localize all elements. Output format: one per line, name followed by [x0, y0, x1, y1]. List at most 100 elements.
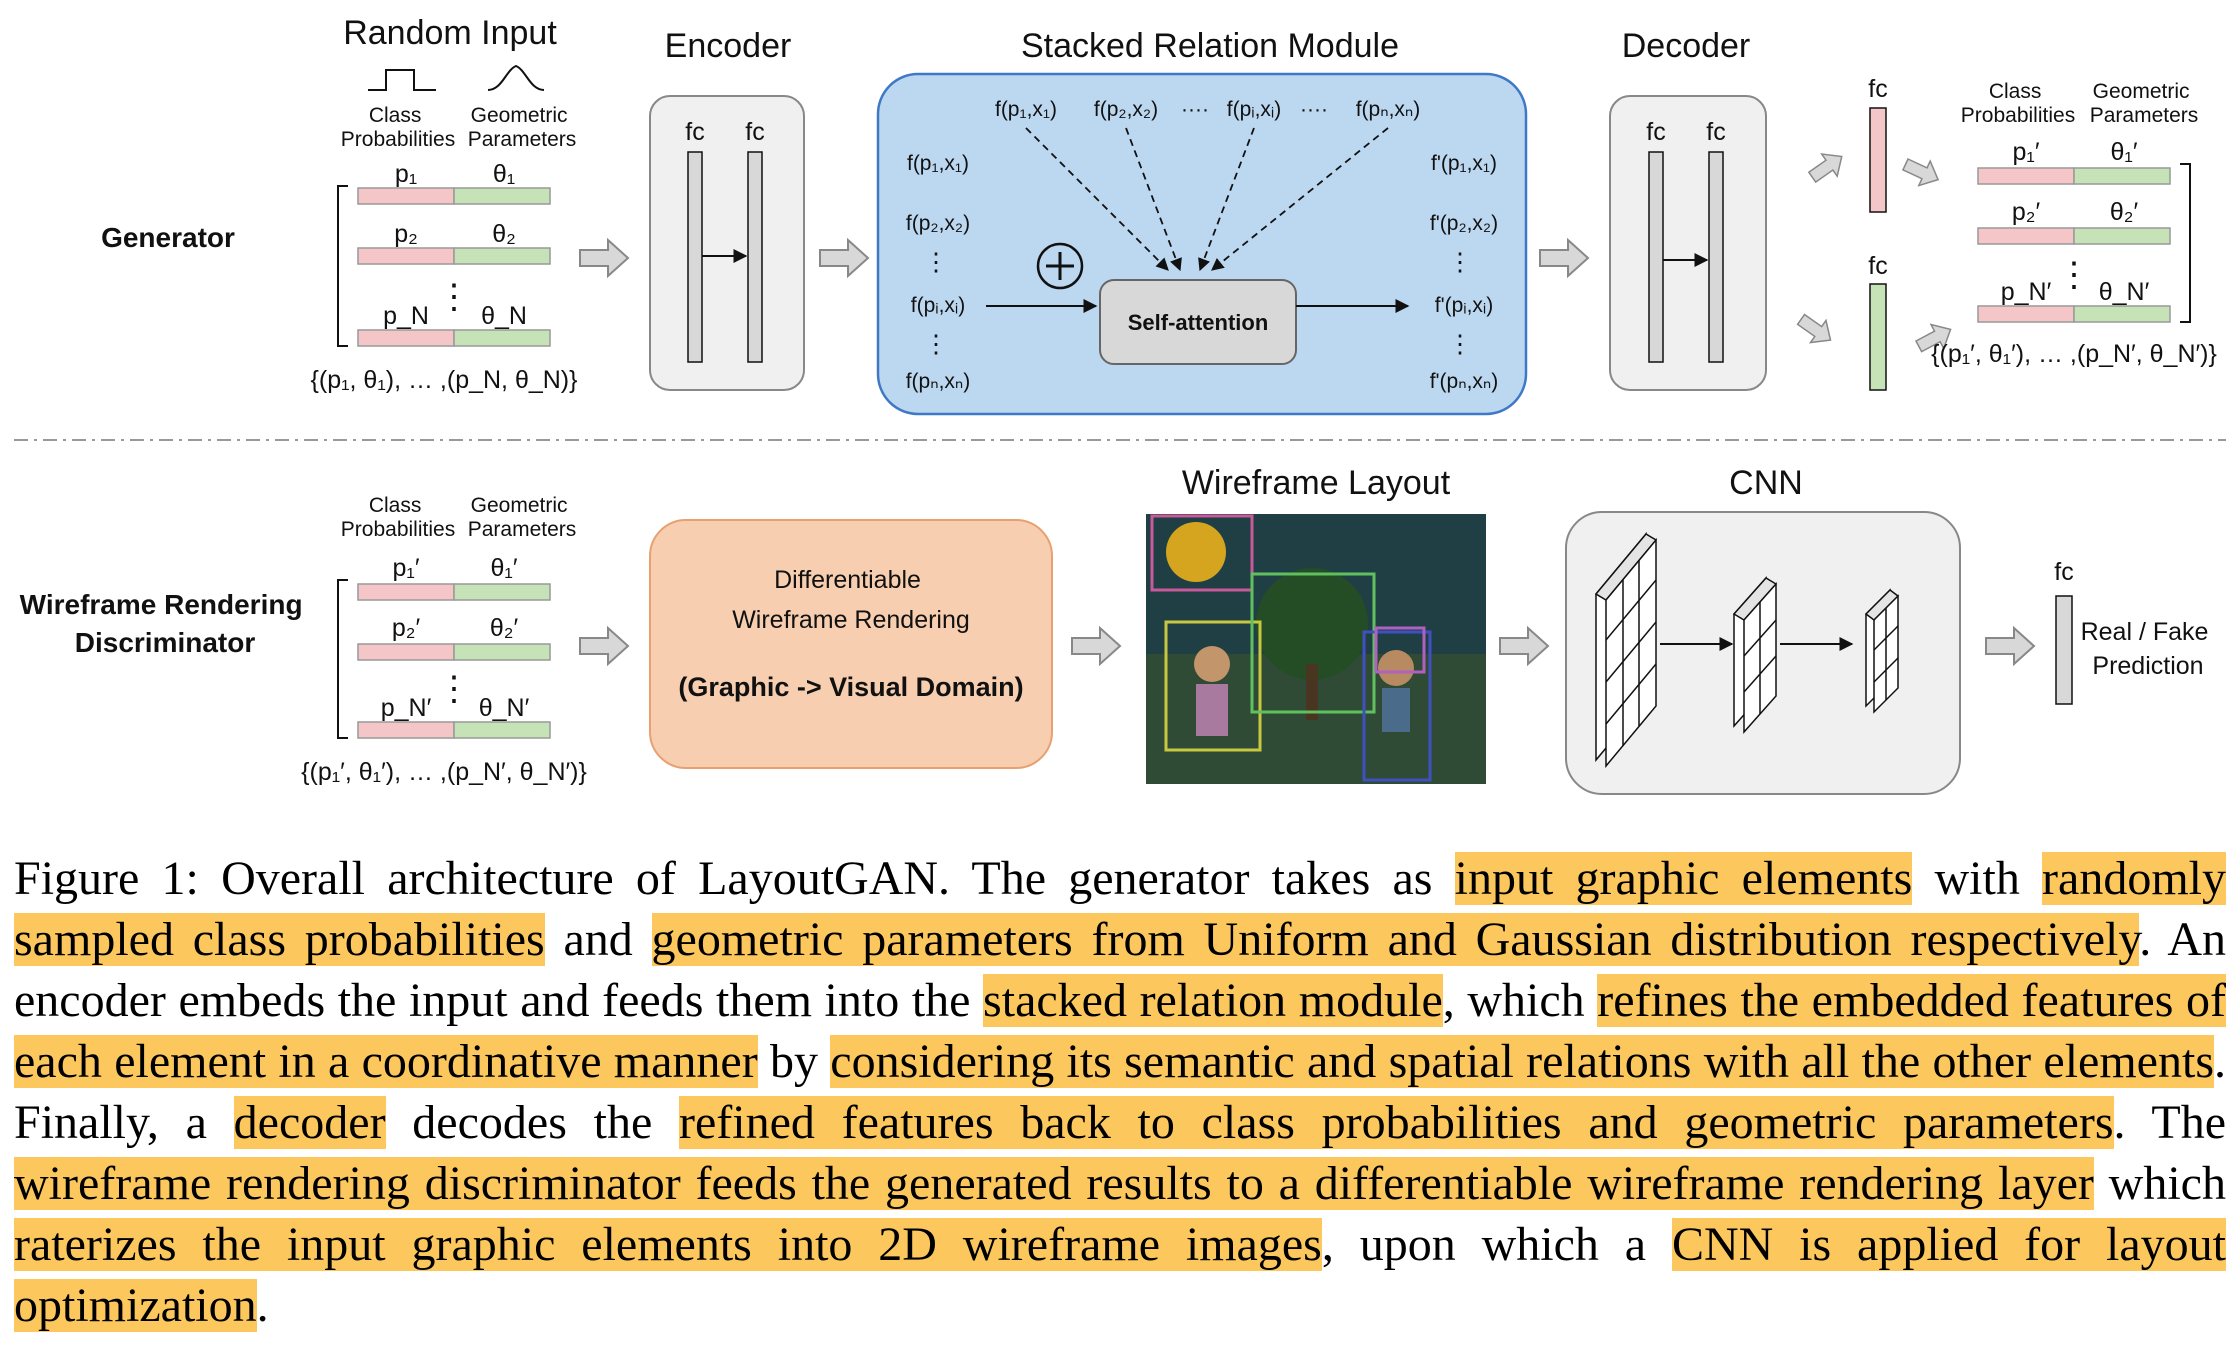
decoder-title: Decoder	[1622, 27, 1751, 65]
encoder-box	[649, 95, 805, 391]
cnn-feature-map	[1594, 531, 1658, 769]
flow-arrow-icon	[1499, 627, 1549, 665]
discriminator-input-set-label: {(p₁′, θ₁′), … ,(p_N′, θ_N′)}	[301, 758, 587, 786]
caption-highlight: stacked relation module	[983, 974, 1443, 1027]
svg-text:θ_N′: θ_N′	[479, 694, 530, 722]
generator-input-row: p₂ θ₂	[357, 220, 551, 265]
generator-input-bracket	[337, 185, 348, 347]
residual-add-icon	[1036, 242, 1084, 290]
self-attention-box	[1099, 279, 1297, 365]
wireframe-layout-image	[1146, 514, 1486, 784]
fc-layer	[687, 151, 703, 363]
fc-label: fc	[1706, 118, 1725, 146]
fc-label: fc	[745, 118, 764, 146]
discriminator-input-row: p₂′ θ₂′	[357, 614, 551, 661]
svg-text:f(pᵢ,xᵢ): f(pᵢ,xᵢ)	[911, 294, 965, 317]
cnn-feature-map	[1732, 576, 1778, 734]
caption-highlight: geometric parameters from Uniform and Ga…	[651, 913, 2140, 966]
fc-label: fc	[2054, 558, 2073, 586]
class-probabilities-label: Class Probabilities	[1961, 80, 2075, 127]
svg-text:⋮: ⋮	[924, 248, 949, 276]
generator-input-set-label: {(p₁, θ₁), … ,(p_N, θ_N)}	[311, 366, 578, 394]
svg-text:····: ····	[1181, 98, 1209, 121]
svg-text:f(pₙ,xₙ): f(pₙ,xₙ)	[1356, 98, 1421, 121]
split-arrow-down-icon	[1792, 307, 1840, 352]
srm-top-inputs: f(p₁,x₁) f(p₂,x₂) ···· f(pᵢ,xᵢ) ···· f(p…	[995, 98, 1420, 121]
caption-highlight: input graphic elements	[1454, 852, 1913, 905]
domain-transfer-label: (Graphic -> Visual Domain)	[678, 672, 1023, 702]
generator-output-set-label: {(p₁′, θ₁′), … ,(p_N′, θ_N′)}	[1931, 340, 2217, 368]
svg-text:θ_N: θ_N	[481, 302, 527, 330]
geometric-parameters-label: Geometric Parameters	[2090, 80, 2199, 127]
generator-input-row: p₁ θ₁	[357, 160, 551, 205]
generator-output-row: p_N′ θ_N′	[1977, 278, 2171, 323]
architecture-diagram: Generator Random Input Class Probabiliti…	[14, 14, 2226, 795]
flow-arrow-icon	[579, 627, 629, 665]
wireframe-rendering-label: Differentiable Wireframe Rendering	[732, 566, 970, 634]
svg-text:f'(p₁,x₁): f'(p₁,x₁)	[1431, 152, 1497, 175]
caption-text: . An encoder embeds the input and feeds …	[14, 913, 2226, 1027]
svg-text:⋮: ⋮	[924, 330, 949, 358]
geometric-parameters-label: Geometric Parameters	[468, 494, 577, 541]
svg-text:f(pᵢ,xᵢ): f(pᵢ,xᵢ)	[1227, 98, 1281, 121]
caption-text: .	[256, 1279, 269, 1332]
caption-highlight: refined features back to class probabili…	[678, 1096, 2114, 1149]
svg-text:f(p₂,x₂): f(p₂,x₂)	[906, 212, 970, 235]
svg-text:p₂: p₂	[394, 220, 418, 248]
svg-text:p₂′: p₂′	[2012, 198, 2041, 226]
wireframe-layout-title: Wireframe Layout	[1182, 464, 1451, 502]
geometric-fc-layer	[1869, 283, 1887, 391]
generator-output-bracket	[2180, 163, 2191, 323]
wireframe-rendering-box	[649, 519, 1053, 769]
svg-text:f(p₁,x₁): f(p₁,x₁)	[907, 152, 969, 175]
attention-edges	[1025, 127, 1389, 272]
discriminator-input-bracket	[337, 579, 348, 739]
fc-layer	[2055, 595, 2073, 705]
flow-arrow-icon	[1071, 627, 1121, 665]
caption-text: . Finally, a	[14, 1035, 2227, 1149]
caption-text: by	[757, 1035, 831, 1088]
svg-text:θ₂′: θ₂′	[2110, 198, 2139, 226]
svg-text:····: ····	[1300, 98, 1328, 121]
random-input-title: Random Input	[343, 14, 557, 52]
fc-label: fc	[1646, 118, 1665, 146]
flow-arrow-icon	[819, 239, 869, 277]
fc-layer	[1648, 151, 1664, 363]
svg-text:p_N′: p_N′	[2001, 278, 2052, 306]
caption-highlight: decoder	[233, 1096, 386, 1149]
svg-text:f'(p₂,x₂): f'(p₂,x₂)	[1430, 212, 1498, 235]
uniform-pulse-icon	[368, 69, 436, 91]
prediction-label: Real / Fake Prediction	[2081, 618, 2216, 680]
caption-highlight: raterizes the input graphic elements int…	[14, 1218, 1322, 1271]
caption-text: . The	[2113, 1096, 2227, 1149]
svg-text:θ₁′: θ₁′	[490, 554, 517, 582]
svg-text:θ_N′: θ_N′	[2099, 278, 2150, 306]
generator-output-row: p₂′ θ₂′	[1977, 198, 2171, 245]
caption-text: and	[544, 913, 652, 966]
caption-highlight: considering its semantic and spatial rel…	[830, 1035, 2215, 1088]
fc-label: fc	[685, 118, 704, 146]
caption-text: with	[1912, 852, 2043, 905]
fc-layer	[747, 151, 763, 363]
vertical-ellipsis: ⋮	[2057, 256, 2091, 294]
svg-text:⋮: ⋮	[1448, 330, 1473, 358]
vertical-ellipsis: ⋮	[437, 278, 471, 316]
caption-highlight: wireframe rendering discriminator feeds …	[14, 1157, 2094, 1210]
figure-caption: Figure 1: Overall architecture of Layout…	[14, 848, 2227, 1336]
flow-arrow-icon	[1985, 627, 2035, 665]
svg-text:p₁′: p₁′	[392, 554, 419, 582]
cnn-title: CNN	[1729, 464, 1803, 502]
svg-text:θ₁: θ₁	[493, 160, 515, 188]
caption-text: , which	[1442, 974, 1598, 1027]
generator-input-row: p_N θ_N	[357, 302, 551, 347]
svg-text:f'(pₙ,xₙ): f'(pₙ,xₙ)	[1430, 370, 1499, 393]
srm-title: Stacked Relation Module	[1021, 27, 1399, 65]
caption-text: which	[2093, 1157, 2226, 1210]
vertical-ellipsis: ⋮	[437, 670, 471, 708]
svg-text:f(pₙ,xₙ): f(pₙ,xₙ)	[906, 370, 971, 393]
class-fc-layer	[1869, 107, 1887, 213]
geometric-parameters-label: Geometric Parameters	[468, 104, 577, 151]
srm-left-features: f(p₁,x₁) f(p₂,x₂) ⋮ f(pᵢ,xᵢ) ⋮ f(pₙ,xₙ)	[906, 152, 971, 393]
svg-text:p_N′: p_N′	[381, 694, 432, 722]
svg-text:⋮: ⋮	[1448, 248, 1473, 276]
